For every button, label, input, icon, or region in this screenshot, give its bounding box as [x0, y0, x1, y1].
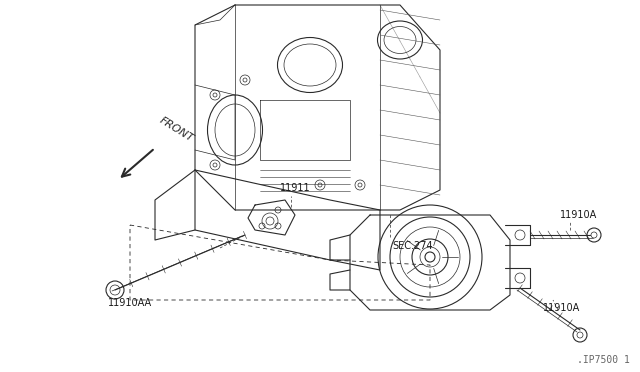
Text: .IP7500 1: .IP7500 1 [577, 355, 630, 365]
Text: 11911: 11911 [280, 183, 310, 193]
Text: FRONT: FRONT [158, 115, 196, 144]
Text: 11910A: 11910A [543, 303, 580, 313]
Text: 11910AA: 11910AA [108, 298, 152, 308]
Text: SEC.274: SEC.274 [392, 241, 433, 251]
Text: 11910A: 11910A [560, 210, 597, 220]
